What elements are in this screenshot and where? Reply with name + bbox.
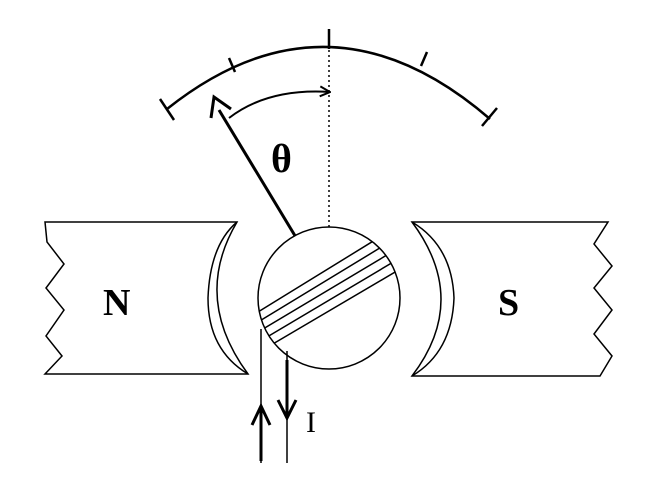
- angle-label: θ: [271, 136, 292, 181]
- north-pole-face: [207, 221, 249, 375]
- north-pole-magnet: [43, 221, 250, 375]
- current-in-arrow: [250, 402, 272, 461]
- scale-arc: [166, 45, 491, 120]
- current-out-arrow: [276, 360, 298, 422]
- scale-tick-right: [419, 51, 429, 67]
- north-pole-label: N: [103, 282, 130, 324]
- south-pole-label: S: [498, 282, 519, 324]
- south-pole-face: [411, 221, 455, 377]
- scale-dial: [158, 29, 498, 127]
- south-pole-magnet: [410, 221, 613, 377]
- scale-tick-right-end: [481, 107, 498, 127]
- coil-drum: [257, 226, 401, 370]
- coil-windings: [258, 231, 400, 349]
- angle-arc-arrow: [228, 92, 330, 119]
- scale-tick-left: [227, 57, 237, 73]
- scale-tick-left-end: [158, 98, 176, 121]
- current-label: I: [306, 406, 316, 439]
